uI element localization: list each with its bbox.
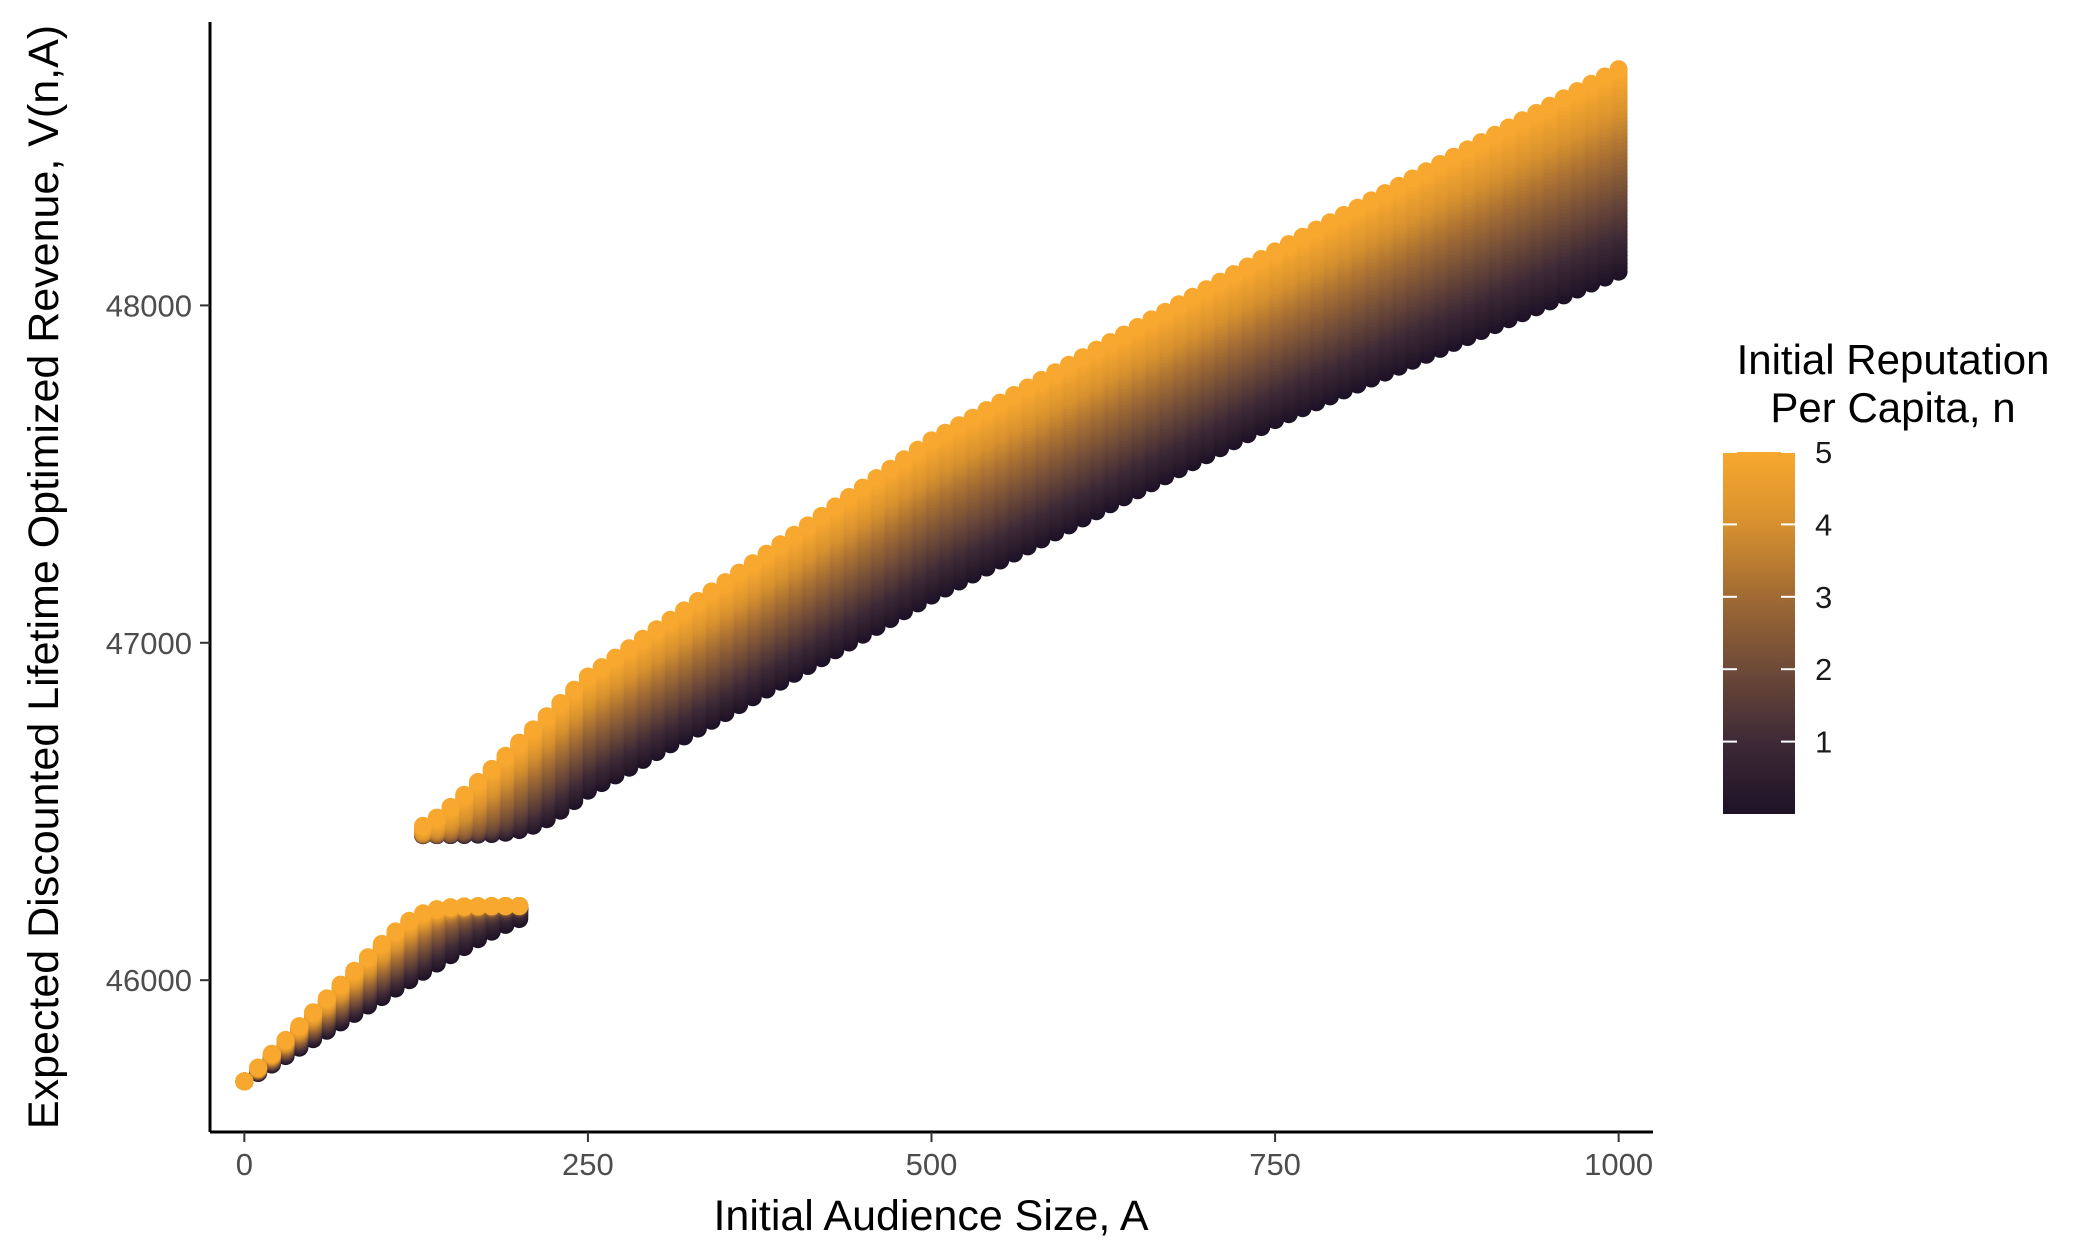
data-points bbox=[235, 60, 1628, 1091]
